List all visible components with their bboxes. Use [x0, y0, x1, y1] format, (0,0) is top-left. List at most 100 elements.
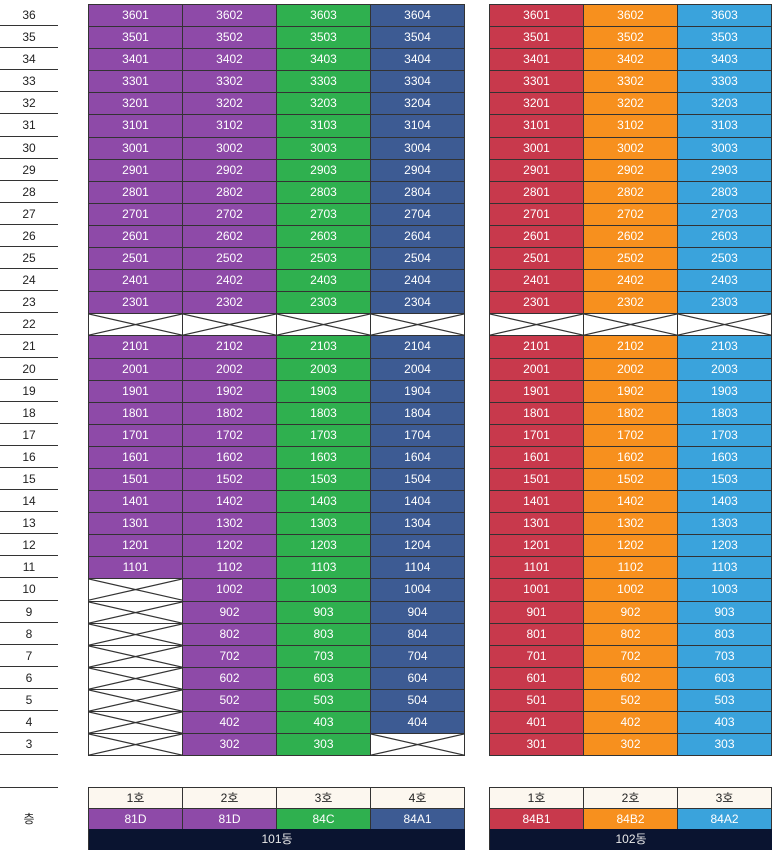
unit-cell[interactable]: 3502	[584, 27, 678, 50]
unit-cell[interactable]: 402	[183, 712, 277, 735]
unit-cell[interactable]: 1101	[490, 557, 584, 580]
unit-cell[interactable]: 701	[490, 645, 584, 668]
unit-cell[interactable]: 702	[584, 645, 678, 668]
unit-cell[interactable]: 1903	[277, 380, 371, 403]
unit-cell[interactable]: 902	[584, 601, 678, 624]
unit-cell[interactable]: 1301	[490, 513, 584, 536]
unit-cell[interactable]: 1901	[490, 380, 584, 403]
unit-cell[interactable]: 1603	[678, 446, 772, 469]
unit-cell[interactable]: 2004	[371, 358, 465, 381]
unit-cell[interactable]: 1403	[277, 491, 371, 514]
unit-cell[interactable]: 2904	[371, 159, 465, 182]
unit-cell[interactable]: 1304	[371, 513, 465, 536]
unit-cell[interactable]: 3002	[183, 137, 277, 160]
unit-cell[interactable]: 3001	[89, 137, 183, 160]
unit-cell[interactable]: 1204	[371, 535, 465, 558]
unit-cell[interactable]: 904	[371, 601, 465, 624]
unit-cell[interactable]: 404	[371, 712, 465, 735]
unit-cell[interactable]: 2302	[183, 292, 277, 315]
unit-cell[interactable]: 1203	[277, 535, 371, 558]
unit-cell[interactable]: 1604	[371, 446, 465, 469]
unit-cell[interactable]: 3303	[277, 71, 371, 94]
unit-cell[interactable]: 2801	[490, 181, 584, 204]
unit-cell[interactable]: 1802	[584, 402, 678, 425]
unit-cell[interactable]: 2301	[490, 292, 584, 315]
unit-cell[interactable]: 2902	[183, 159, 277, 182]
unit-cell[interactable]: 3301	[490, 71, 584, 94]
unit-cell[interactable]: 3304	[371, 71, 465, 94]
unit-cell[interactable]: 601	[490, 667, 584, 690]
unit-cell[interactable]: 3003	[678, 137, 772, 160]
unit-cell[interactable]: 1904	[371, 380, 465, 403]
unit-cell[interactable]: 403	[277, 712, 371, 735]
unit-cell[interactable]: 503	[678, 689, 772, 712]
unit-cell[interactable]: 704	[371, 645, 465, 668]
unit-cell[interactable]: 1601	[490, 446, 584, 469]
unit-cell[interactable]: 702	[183, 645, 277, 668]
unit-cell[interactable]: 603	[678, 667, 772, 690]
unit-cell[interactable]: 1402	[183, 491, 277, 514]
unit-cell[interactable]: 3504	[371, 27, 465, 50]
unit-cell[interactable]: 3103	[277, 115, 371, 138]
unit-cell[interactable]: 2401	[89, 270, 183, 293]
unit-cell[interactable]: 503	[277, 689, 371, 712]
unit-cell[interactable]: 2404	[371, 270, 465, 293]
unit-cell[interactable]: 1303	[678, 513, 772, 536]
unit-cell[interactable]: 604	[371, 667, 465, 690]
unit-cell[interactable]: 2903	[277, 159, 371, 182]
unit-cell[interactable]: 3303	[678, 71, 772, 94]
unit-cell[interactable]: 2903	[678, 159, 772, 182]
unit-cell[interactable]: 301	[490, 734, 584, 757]
unit-cell[interactable]: 2001	[89, 358, 183, 381]
unit-cell[interactable]: 1902	[584, 380, 678, 403]
unit-cell[interactable]: 1501	[490, 468, 584, 492]
unit-cell[interactable]: 703	[678, 645, 772, 668]
unit-cell[interactable]: 3201	[89, 93, 183, 116]
unit-cell[interactable]: 2702	[183, 203, 277, 226]
unit-cell[interactable]: 901	[490, 601, 584, 624]
unit-cell[interactable]: 3501	[89, 27, 183, 50]
unit-cell[interactable]: 3503	[678, 27, 772, 50]
unit-cell[interactable]: 3104	[371, 115, 465, 138]
unit-cell[interactable]: 3302	[183, 71, 277, 94]
unit-cell[interactable]: 2101	[89, 336, 183, 359]
unit-cell[interactable]: 2803	[678, 181, 772, 204]
unit-cell[interactable]: 2802	[584, 181, 678, 204]
unit-cell[interactable]: 2901	[89, 159, 183, 182]
unit-cell[interactable]: 2103	[277, 336, 371, 359]
unit-cell[interactable]: 703	[277, 645, 371, 668]
unit-cell[interactable]: 3302	[584, 71, 678, 94]
unit-cell[interactable]: 1801	[89, 402, 183, 425]
unit-cell[interactable]: 3202	[183, 93, 277, 116]
unit-cell[interactable]: 504	[371, 689, 465, 712]
unit-cell[interactable]: 1803	[678, 402, 772, 425]
unit-cell[interactable]: 1702	[183, 424, 277, 447]
unit-cell[interactable]: 1202	[183, 535, 277, 558]
unit-cell[interactable]: 2104	[371, 336, 465, 359]
unit-cell[interactable]: 3601	[490, 5, 584, 28]
unit-cell[interactable]: 2302	[584, 292, 678, 315]
unit-cell[interactable]: 3102	[183, 115, 277, 138]
unit-cell[interactable]: 1703	[678, 424, 772, 447]
unit-cell[interactable]: 302	[183, 734, 277, 757]
unit-cell[interactable]: 303	[277, 734, 371, 757]
unit-cell[interactable]: 3203	[277, 93, 371, 116]
unit-cell[interactable]: 802	[584, 623, 678, 646]
unit-cell[interactable]: 2103	[678, 336, 772, 359]
unit-cell[interactable]: 1703	[277, 424, 371, 447]
unit-cell[interactable]: 3602	[183, 5, 277, 28]
unit-cell[interactable]: 2603	[678, 225, 772, 249]
unit-cell[interactable]: 804	[371, 623, 465, 646]
unit-cell[interactable]: 3102	[584, 115, 678, 138]
unit-cell[interactable]: 2501	[490, 248, 584, 271]
unit-cell[interactable]: 3201	[490, 93, 584, 116]
unit-cell[interactable]: 2503	[678, 248, 772, 271]
unit-cell[interactable]: 3603	[277, 5, 371, 28]
unit-cell[interactable]: 2801	[89, 181, 183, 204]
unit-cell[interactable]: 1503	[678, 468, 772, 492]
unit-cell[interactable]: 803	[678, 623, 772, 646]
unit-cell[interactable]: 2604	[371, 225, 465, 249]
unit-cell[interactable]: 3603	[678, 5, 772, 28]
unit-cell[interactable]: 2601	[490, 225, 584, 249]
unit-cell[interactable]: 1901	[89, 380, 183, 403]
